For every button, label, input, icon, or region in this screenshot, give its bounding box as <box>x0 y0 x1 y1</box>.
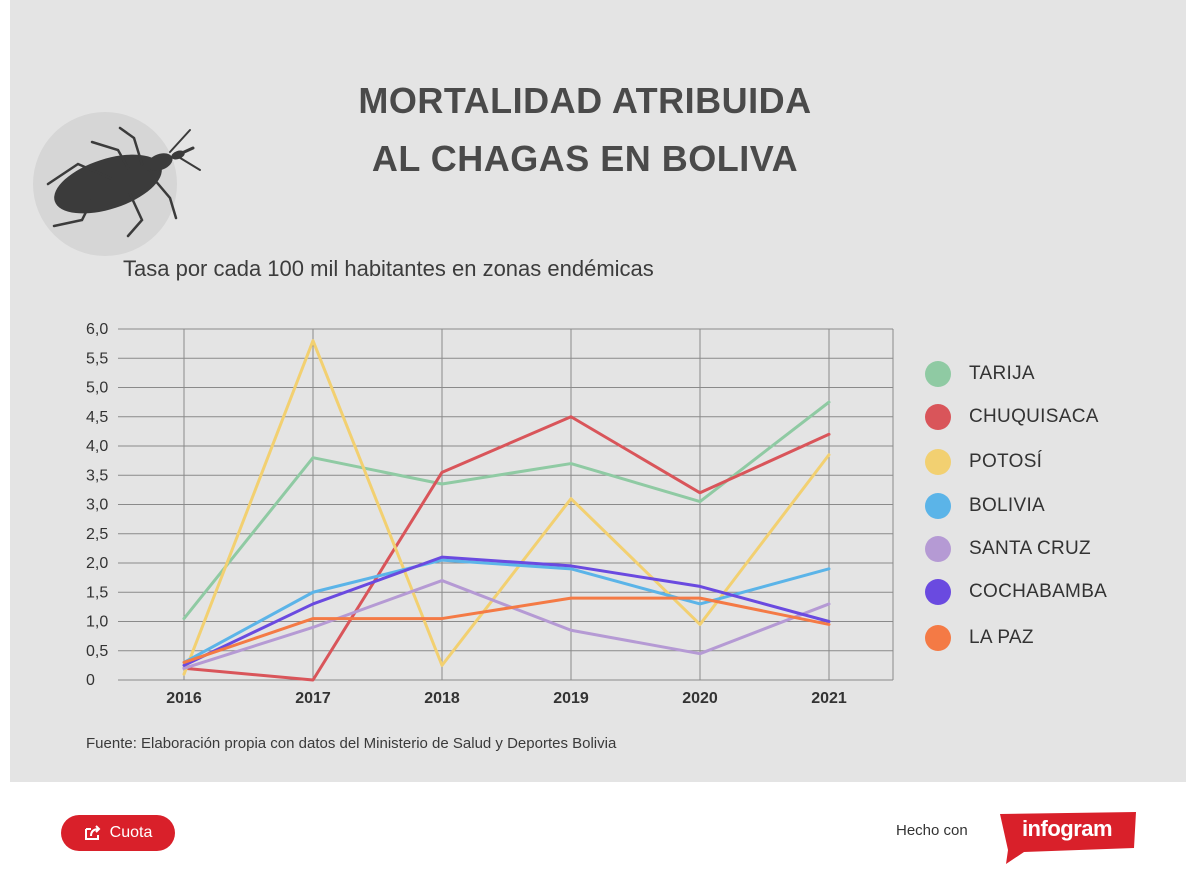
y-tick-label: 2,0 <box>86 555 108 572</box>
legend-swatch <box>925 536 951 562</box>
y-tick-label: 5,0 <box>86 380 108 397</box>
y-tick-label: 2,5 <box>86 526 108 543</box>
series-line <box>182 339 831 676</box>
y-tick-label: 3,5 <box>86 467 108 484</box>
x-axis-ticks: 2016 2017 2018 2019 2020 2021 <box>166 690 847 707</box>
kissing-bug-icon <box>46 126 201 238</box>
source-note: Fuente: Elaboración propia con datos del… <box>86 735 617 752</box>
share-button[interactable]: Cuota <box>61 815 175 851</box>
legend-item[interactable]: COCHABAMBA <box>925 576 1107 608</box>
series-line <box>182 555 831 667</box>
y-tick-label: 1,5 <box>86 584 108 601</box>
chart-series <box>182 339 831 682</box>
legend-item[interactable]: BOLIVIA <box>925 490 1045 522</box>
legend-label: BOLIVIA <box>969 495 1046 516</box>
legend-swatch <box>925 579 951 605</box>
series-line <box>182 400 831 621</box>
legend-label: TARIJA <box>969 363 1035 384</box>
x-tick-label: 2021 <box>811 690 847 707</box>
legend-swatch <box>925 625 951 651</box>
y-tick-label: 6,0 <box>86 321 108 338</box>
y-axis-ticks: 0 0,5 1,0 1,5 2,0 2,5 3,0 3,5 4,0 4,5 5,0 5,5 6,0 <box>86 321 108 689</box>
legend-label: SANTA CRUZ <box>969 538 1091 559</box>
y-tick-label: 0 <box>86 672 95 689</box>
infogram-logo[interactable] <box>988 810 1138 866</box>
title-line-1: MORTALIDAD ATRIBUIDA <box>358 80 812 121</box>
share-icon <box>84 825 101 840</box>
x-tick-label: 2016 <box>166 690 202 707</box>
legend-item[interactable]: TARIJA <box>925 358 1035 390</box>
legend-swatch <box>925 493 951 519</box>
legend-swatch <box>925 404 951 430</box>
legend-item[interactable]: LA PAZ <box>925 622 1034 654</box>
y-tick-label: 4,5 <box>86 409 108 426</box>
legend-label: POTOSÍ <box>969 451 1043 472</box>
share-label: Cuota <box>109 824 153 841</box>
made-with-text: Hecho con <box>896 822 968 839</box>
chart-title: MORTALIDAD ATRIBUIDA AL CHAGAS EN BOLIVA <box>340 72 830 188</box>
y-tick-label: 5,5 <box>86 350 108 367</box>
series-line <box>182 558 831 664</box>
legend-item[interactable]: POTOSÍ <box>925 446 1042 478</box>
chart-subtitle: Tasa por cada 100 mil habitantes en zona… <box>123 256 654 281</box>
x-tick-label: 2019 <box>553 690 589 707</box>
x-tick-label: 2018 <box>424 690 460 707</box>
y-tick-label: 3,0 <box>86 497 108 514</box>
infogram-logo-text: infogram <box>1021 816 1113 841</box>
legend-item[interactable]: SANTA CRUZ <box>925 533 1091 565</box>
x-tick-label: 2017 <box>295 690 331 707</box>
y-tick-label: 4,0 <box>86 438 108 455</box>
legend-label: LA PAZ <box>969 627 1034 648</box>
y-tick-label: 1,0 <box>86 614 108 631</box>
legend-swatch <box>925 449 951 475</box>
legend-swatch <box>925 361 951 387</box>
legend-item[interactable]: CHUQUISACA <box>925 401 1099 433</box>
legend-label: CHUQUISACA <box>969 406 1099 427</box>
series-line <box>182 579 831 670</box>
x-tick-label: 2020 <box>682 690 718 707</box>
series-line <box>182 596 831 664</box>
series-line <box>182 415 831 682</box>
legend-label: COCHABAMBA <box>969 581 1108 602</box>
y-tick-label: 0,5 <box>86 643 108 660</box>
title-line-2: AL CHAGAS EN BOLIVA <box>371 138 799 179</box>
chart-grid <box>118 328 894 681</box>
